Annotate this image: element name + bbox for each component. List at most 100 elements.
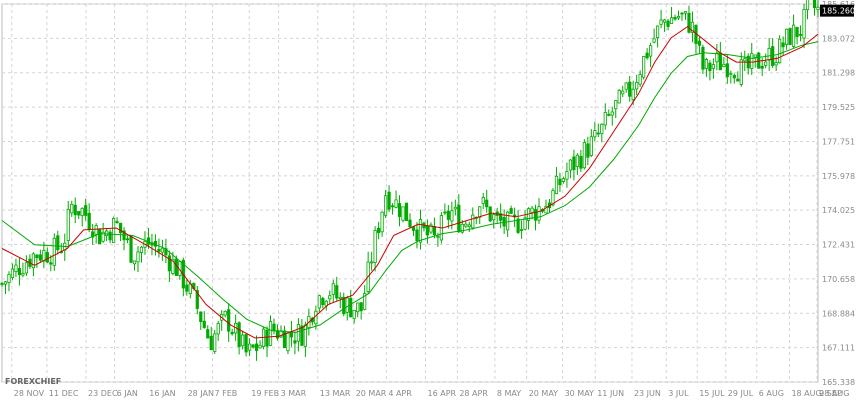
candle xyxy=(659,9,663,29)
candle xyxy=(478,205,482,225)
y-tick-label: 183.072 xyxy=(822,34,855,43)
x-tick-label: 6 JAN xyxy=(117,389,138,398)
candle xyxy=(676,10,681,21)
candle xyxy=(63,233,67,261)
candle xyxy=(561,176,566,184)
candle xyxy=(481,192,485,210)
y-tick-label: 181.298 xyxy=(822,69,855,78)
candle xyxy=(418,209,423,250)
candle xyxy=(708,60,712,81)
candle xyxy=(345,295,349,321)
candle xyxy=(669,6,674,24)
candle xyxy=(247,338,252,357)
candle xyxy=(122,227,126,251)
candle xyxy=(3,280,8,294)
candle xyxy=(317,294,321,312)
candle xyxy=(544,199,548,214)
candle xyxy=(45,247,49,264)
candle xyxy=(624,81,628,93)
candle xyxy=(467,221,471,233)
candle xyxy=(492,212,496,229)
candle xyxy=(206,325,210,339)
candle xyxy=(349,289,353,318)
candle xyxy=(425,219,430,244)
candle xyxy=(586,136,590,166)
candle xyxy=(370,251,374,271)
candle xyxy=(129,235,133,264)
candle xyxy=(387,185,391,212)
candle xyxy=(66,201,70,248)
candle xyxy=(115,217,119,224)
candle xyxy=(593,121,597,142)
candle xyxy=(736,71,740,82)
candle xyxy=(485,189,489,213)
x-tick-label: 4 APR xyxy=(388,389,412,398)
candle xyxy=(293,331,297,355)
y-tick-label: 170.658 xyxy=(822,275,855,284)
y-tick-label: 179.525 xyxy=(822,103,855,112)
candle xyxy=(73,197,77,224)
candle xyxy=(227,303,231,342)
x-tick-label: 28 JAN xyxy=(188,389,214,398)
candle xyxy=(600,123,604,143)
candle xyxy=(394,190,398,209)
candle xyxy=(321,296,325,309)
x-tick-label: 3 JUL xyxy=(668,389,689,398)
candle xyxy=(118,222,123,242)
candle xyxy=(356,302,360,318)
candle xyxy=(788,27,792,46)
candle xyxy=(77,211,81,220)
candle xyxy=(429,222,433,235)
candle xyxy=(383,189,388,218)
candle xyxy=(0,282,4,287)
candle xyxy=(286,331,290,355)
candle xyxy=(572,149,576,181)
candle xyxy=(432,217,437,239)
candle xyxy=(167,250,171,282)
candle xyxy=(80,207,84,227)
candle xyxy=(52,233,56,271)
x-tick-label: 8 MAY xyxy=(497,389,521,398)
y-tick-label: 168.884 xyxy=(822,309,855,318)
candle xyxy=(453,199,457,216)
x-tick-label: 16 JAN xyxy=(149,389,175,398)
candle xyxy=(10,263,15,281)
candle xyxy=(359,302,363,320)
candle xyxy=(739,52,743,87)
candle xyxy=(150,233,154,256)
candle xyxy=(195,285,199,315)
candle xyxy=(237,321,241,355)
slow-moving-average-line xyxy=(1,41,819,333)
candle xyxy=(464,221,468,229)
candle xyxy=(502,209,506,235)
candle xyxy=(164,238,168,263)
candle xyxy=(160,239,165,261)
candle xyxy=(680,12,684,21)
fast-moving-average-line xyxy=(1,26,819,339)
candle xyxy=(265,326,269,358)
candle xyxy=(805,0,810,20)
candle xyxy=(241,331,245,350)
candle xyxy=(415,222,419,249)
x-tick-label: 23 JUN xyxy=(634,389,661,398)
candle xyxy=(251,344,255,349)
candle xyxy=(516,210,520,234)
candle xyxy=(621,85,625,98)
candle xyxy=(607,109,611,117)
candle xyxy=(614,100,618,119)
x-tick-label: 11 DEC xyxy=(49,389,79,398)
candle xyxy=(704,57,709,77)
candle xyxy=(662,18,667,32)
candle xyxy=(213,329,217,354)
candle xyxy=(223,310,227,318)
x-tick-label: 18 AUG xyxy=(791,389,821,398)
x-tick-label: 13 MAR xyxy=(320,389,351,398)
candle xyxy=(404,202,409,221)
candle xyxy=(791,14,796,49)
candle xyxy=(649,42,653,68)
candle xyxy=(380,211,384,237)
candle xyxy=(596,123,600,138)
candle xyxy=(610,106,614,126)
candle xyxy=(642,56,646,80)
